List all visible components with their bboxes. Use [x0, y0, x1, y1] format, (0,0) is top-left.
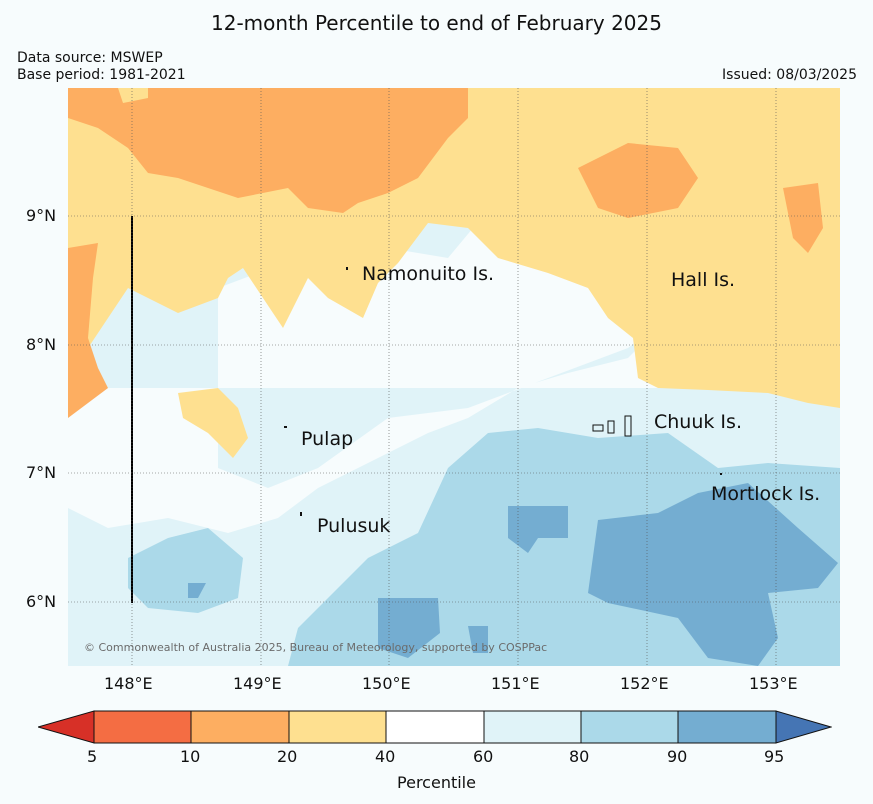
colorbar-10-20: [190, 710, 290, 744]
base-period: Base period: 1981-2021: [17, 67, 186, 83]
lat-label-8n: 8°N: [26, 335, 57, 354]
lon-label-153e: 153°E: [749, 674, 798, 693]
label-hall: Hall Is.: [671, 269, 736, 291]
colorbar-above-95: [775, 710, 832, 744]
label-mortlock: Mortlock Is.: [711, 483, 821, 505]
island-marks: [284, 267, 722, 516]
gridlines: [68, 88, 840, 666]
lon-label-151e: 151°E: [491, 674, 540, 693]
colorbar-5-10: [93, 710, 192, 744]
colorbar-tick-20: 20: [277, 747, 298, 766]
copyright-notice: © Commonwealth of Australia 2025, Bureau…: [84, 641, 548, 654]
colorbar-40-60: [385, 710, 485, 744]
lon-label-148e: 148°E: [104, 674, 153, 693]
colorbar-tick-10: 10: [180, 747, 201, 766]
percentile-map: [68, 88, 840, 666]
lat-label-6n: 6°N: [26, 592, 57, 611]
colorbar-20-40: [288, 710, 387, 744]
label-chuuk: Chuuk Is.: [654, 411, 742, 433]
colorbar-60-80: [483, 710, 582, 744]
colorbar: [38, 710, 832, 744]
colorbar-tick-80: 80: [569, 747, 590, 766]
colorbar-tick-90: 90: [667, 747, 688, 766]
lat-label-7n: 7°N: [26, 463, 57, 482]
colorbar-title: Percentile: [397, 773, 476, 792]
lon-label-149e: 149°E: [233, 674, 282, 693]
data-source: Data source: MSWEP: [17, 50, 163, 66]
label-pulusuk: Pulusuk: [317, 515, 391, 537]
colorbar-80-90: [580, 710, 679, 744]
colorbar-below-5: [38, 710, 95, 744]
colorbar-tick-40: 40: [375, 747, 396, 766]
issued-date: Issued: 08/03/2025: [722, 67, 857, 83]
region-90-95: [188, 483, 838, 666]
colorbar-90-95: [677, 710, 777, 744]
label-namonuito: Namonuito Is.: [362, 263, 495, 285]
lon-label-152e: 152°E: [620, 674, 669, 693]
colorbar-tick-5: 5: [87, 747, 98, 766]
lat-label-9n: 9°N: [26, 206, 57, 225]
label-pulap: Pulap: [301, 428, 354, 450]
lon-label-150e: 150°E: [362, 674, 411, 693]
colorbar-tick-60: 60: [473, 747, 494, 766]
colorbar-tick-95: 95: [764, 747, 785, 766]
map-title: 12-month Percentile to end of February 2…: [211, 11, 662, 35]
region-10-20: [68, 88, 823, 418]
